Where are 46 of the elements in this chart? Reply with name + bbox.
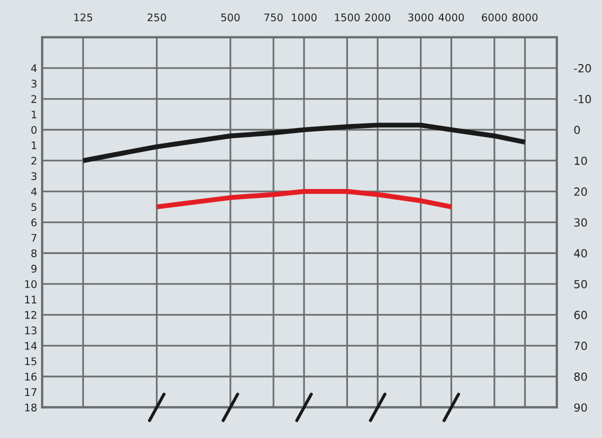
y2-tick-label: 50 (574, 280, 587, 288)
y-tick-label: 7 (32, 234, 36, 242)
y-tick-label: 10 (25, 280, 37, 288)
x-tick-label: 6000 (482, 13, 507, 22)
x-tick-label: 3000 (408, 13, 434, 22)
y-tick-label: 1 (32, 142, 36, 150)
x-tick-label: 2000 (365, 13, 390, 22)
x-tick-label: 4000 (438, 13, 464, 22)
y-tick-label: 18 (25, 404, 37, 412)
y-tick-label: 2 (31, 156, 36, 165)
y-tick-label: 8 (31, 249, 37, 258)
y2-tick-label: -10 (574, 94, 591, 104)
y2-tick-label: -20 (574, 64, 591, 72)
y-tick-label: 9 (31, 264, 37, 273)
y-tick-label: 14 (25, 342, 37, 350)
x-tick-label: 1500 (335, 13, 360, 22)
y-tick-label: 12 (25, 311, 36, 319)
x-tick-label: 1000 (292, 13, 317, 22)
x-tick-label: 750 (264, 13, 283, 22)
y-tick-label: 17 (25, 388, 36, 396)
y-tick-label: 3 (31, 172, 36, 180)
x-tick-label: 8000 (512, 13, 538, 22)
y2-tick-label: 80 (574, 372, 587, 381)
y2-tick-label: 20 (574, 187, 587, 196)
y2-tick-label: 30 (574, 218, 587, 227)
x-tick-label: 250 (148, 13, 166, 22)
y2-tick-label: 90 (574, 403, 587, 412)
y-tick-label: 3 (31, 80, 36, 88)
x-tick-label: 500 (221, 13, 240, 22)
y-tick-label: 4 (31, 64, 37, 72)
y2-tick-label: 0 (574, 126, 580, 134)
y2-tick-label: 40 (574, 249, 587, 258)
y-tick-label: 4 (31, 188, 37, 196)
y-tick-label: 0 (31, 126, 37, 134)
y-tick-label: 11 (25, 296, 36, 304)
y-tick-label: 5 (31, 203, 36, 211)
y-tick-label: 1 (32, 110, 36, 118)
y-tick-label: 6 (31, 218, 37, 226)
y-tick-label: 2 (31, 95, 36, 103)
y2-tick-label: 70 (574, 342, 587, 350)
y-tick-label: 15 (25, 357, 36, 366)
y2-tick-label: 10 (574, 156, 587, 165)
y-tick-label: 13 (25, 326, 36, 334)
y-tick-label: 16 (25, 372, 37, 381)
y2-tick-label: 60 (574, 310, 587, 320)
x-tick-label: 125 (74, 13, 92, 22)
